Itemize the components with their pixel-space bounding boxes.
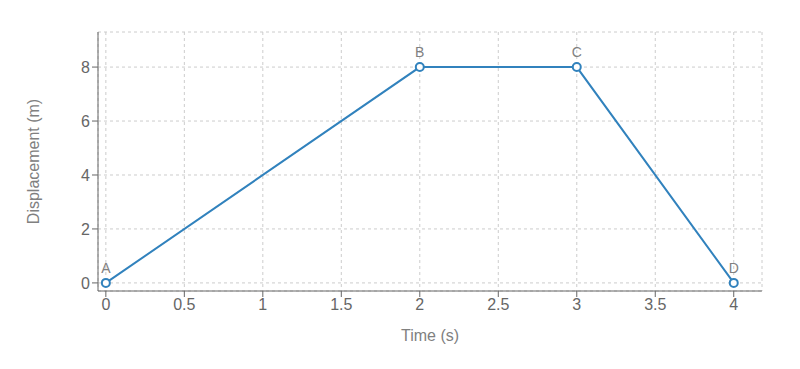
svg-text:1: 1 [258,296,267,313]
svg-text:C: C [572,44,582,60]
svg-text:Time (s): Time (s) [401,327,459,344]
svg-text:4: 4 [81,167,90,184]
svg-text:0.5: 0.5 [173,296,195,313]
svg-text:3: 3 [572,296,581,313]
svg-text:2: 2 [81,221,90,238]
svg-text:0: 0 [101,296,110,313]
svg-text:D: D [729,260,739,276]
svg-text:2: 2 [415,296,424,313]
svg-text:3.5: 3.5 [644,296,666,313]
svg-text:B: B [415,44,424,60]
svg-text:6: 6 [81,113,90,130]
svg-text:1.5: 1.5 [330,296,352,313]
svg-text:A: A [101,260,111,276]
svg-text:0: 0 [81,275,90,292]
svg-text:Displacement (m): Displacement (m) [25,99,42,224]
svg-text:4: 4 [729,296,738,313]
svg-text:2.5: 2.5 [487,296,509,313]
svg-text:8: 8 [81,59,90,76]
